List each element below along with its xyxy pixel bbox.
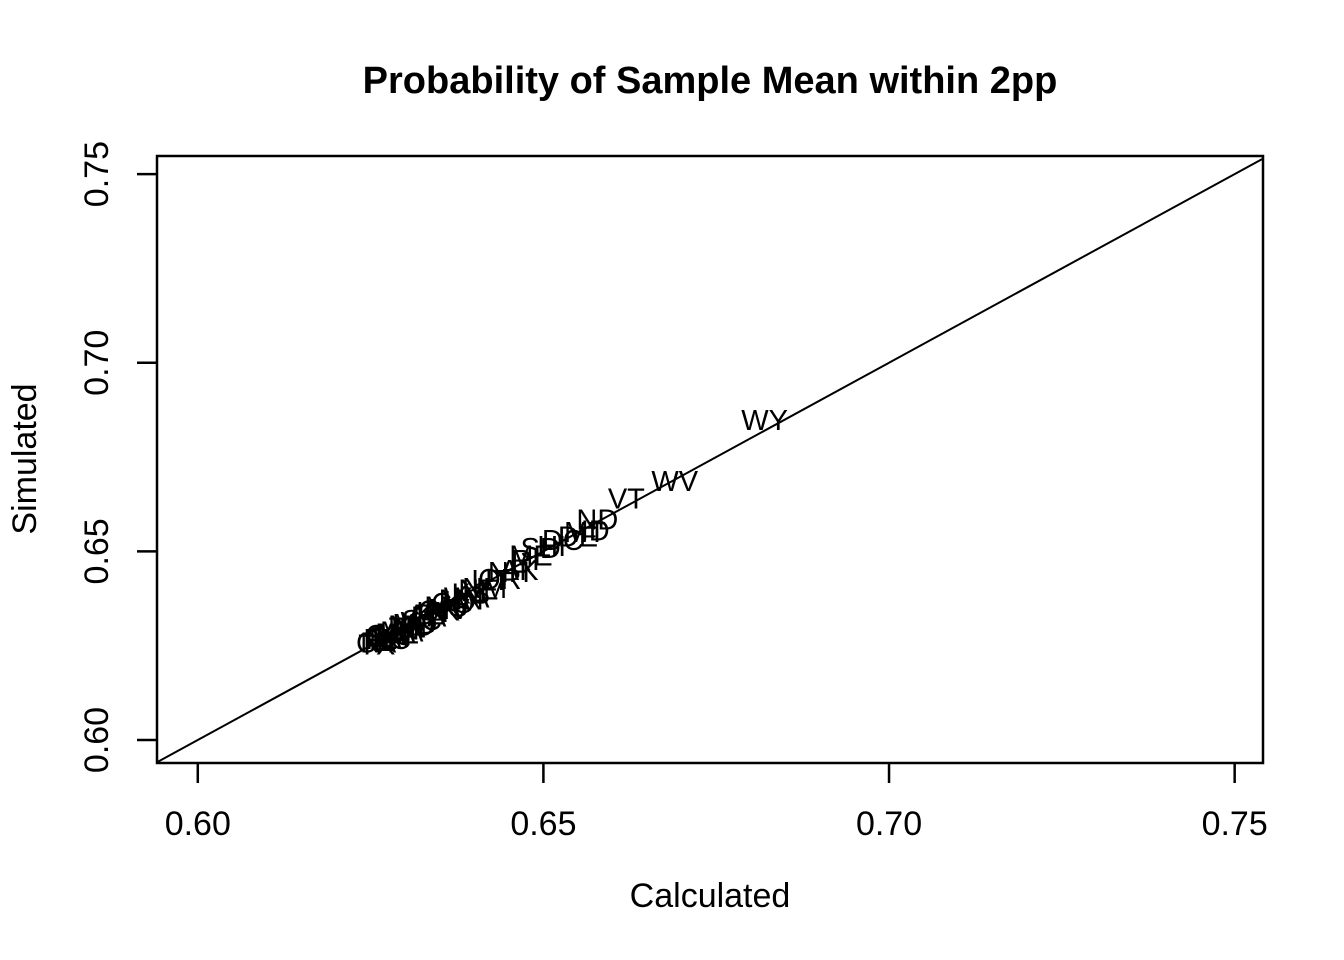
state-point-label-vt: VT bbox=[608, 484, 645, 516]
x-axis-tick-label: 0.70 bbox=[856, 805, 922, 843]
state-point-label-sd: SD bbox=[520, 533, 560, 565]
y-axis-tick-label: 0.65 bbox=[78, 518, 116, 584]
state-point-label-mn: MN bbox=[439, 584, 484, 616]
state-point-label-oh: OH bbox=[365, 620, 409, 652]
state-point-label-la: LA bbox=[411, 601, 447, 633]
x-axis-tick-label: 0.60 bbox=[165, 805, 231, 843]
state-point-label-ca: CA bbox=[356, 628, 397, 660]
state-point-label-mt: MT bbox=[564, 517, 606, 549]
state-point-label-ar: AR bbox=[422, 594, 462, 626]
state-point-label-tx: TX bbox=[358, 630, 395, 662]
plot-frame bbox=[155, 154, 1265, 765]
state-point-label-ms: MS bbox=[424, 592, 468, 624]
state-point-label-or: OR bbox=[478, 564, 522, 596]
state-point-label-me: ME bbox=[509, 541, 553, 573]
state-point-label-mo: MO bbox=[388, 611, 435, 643]
state-point-label-in: IN bbox=[391, 615, 420, 647]
state-point-label-ma: MA bbox=[380, 616, 424, 648]
state-point-label-id: ID bbox=[581, 515, 610, 547]
state-point-label-fl: FL bbox=[363, 624, 397, 656]
state-point-label-wv: WV bbox=[651, 466, 698, 498]
state-point-label-nc: NC bbox=[369, 624, 411, 656]
state-point-label-wy: WY bbox=[741, 405, 788, 437]
state-point-label-nv: NV bbox=[429, 594, 470, 626]
x-axis-title: Calculated bbox=[630, 877, 791, 915]
state-point-label-wi: WI bbox=[401, 607, 436, 639]
state-point-label-dc: DC bbox=[542, 525, 584, 557]
state-point-label-al: AL bbox=[407, 599, 442, 631]
state-point-label-il: IL bbox=[372, 626, 396, 658]
axes: 0.60 0.65 0.70 0.75 0.60 0.65 0.70 0.75 bbox=[78, 141, 1268, 843]
state-point-label-ky: KY bbox=[416, 597, 455, 629]
state-point-label-pa: PA bbox=[365, 624, 402, 656]
x-axis-tick-label: 0.65 bbox=[510, 805, 576, 843]
state-point-label-ny: NY bbox=[360, 628, 400, 660]
state-point-label-nd: ND bbox=[576, 505, 618, 537]
state-point-label-nh: NH bbox=[488, 557, 530, 589]
state-point-label-ok: OK bbox=[418, 596, 461, 628]
state-point-label-nj: NJ bbox=[376, 620, 411, 652]
y-axis-tick-label: 0.75 bbox=[78, 141, 116, 207]
state-point-label-de: DE bbox=[558, 522, 598, 554]
identity-reference-line bbox=[156, 157, 1264, 764]
state-point-label-tn: TN bbox=[389, 613, 428, 645]
state-point-label-az: AZ bbox=[382, 618, 419, 650]
state-point-label-ut: UT bbox=[472, 565, 511, 597]
state-point-label-wa: WA bbox=[444, 582, 490, 614]
x-axis-tick-label: 0.75 bbox=[1202, 805, 1268, 843]
state-point-label-va: VA bbox=[379, 618, 416, 650]
state-point-label-ak: AK bbox=[500, 555, 539, 587]
state-point-label-sc: SC bbox=[402, 605, 442, 637]
y-axis-title: Simulated bbox=[6, 383, 44, 534]
y-axis-tick-label: 0.60 bbox=[78, 707, 116, 773]
state-point-label-nm: NM bbox=[462, 573, 507, 605]
state-point-label-hi: HI bbox=[537, 531, 566, 563]
state-point-label-ga: GA bbox=[366, 622, 409, 654]
state-point-label-ne: NE bbox=[458, 575, 498, 607]
state-point-label-ri: RI bbox=[511, 545, 540, 577]
state-point-label-ct: CT bbox=[413, 599, 452, 631]
y-axis-tick-label: 0.70 bbox=[78, 330, 116, 396]
data-points: WY WVVTNDIDMTDEDCHISDMERIAKNHORUTNMNEKSWA… bbox=[356, 405, 788, 662]
plot-title: Probability of Sample Mean within 2pp bbox=[363, 60, 1058, 102]
state-point-label-md: MD bbox=[392, 609, 437, 641]
state-point-label-ks: KS bbox=[451, 578, 490, 610]
state-point-label-ia: IA bbox=[443, 586, 471, 618]
state-point-label-co: CO bbox=[431, 588, 475, 620]
state-point-label-mi: MI bbox=[375, 618, 407, 650]
